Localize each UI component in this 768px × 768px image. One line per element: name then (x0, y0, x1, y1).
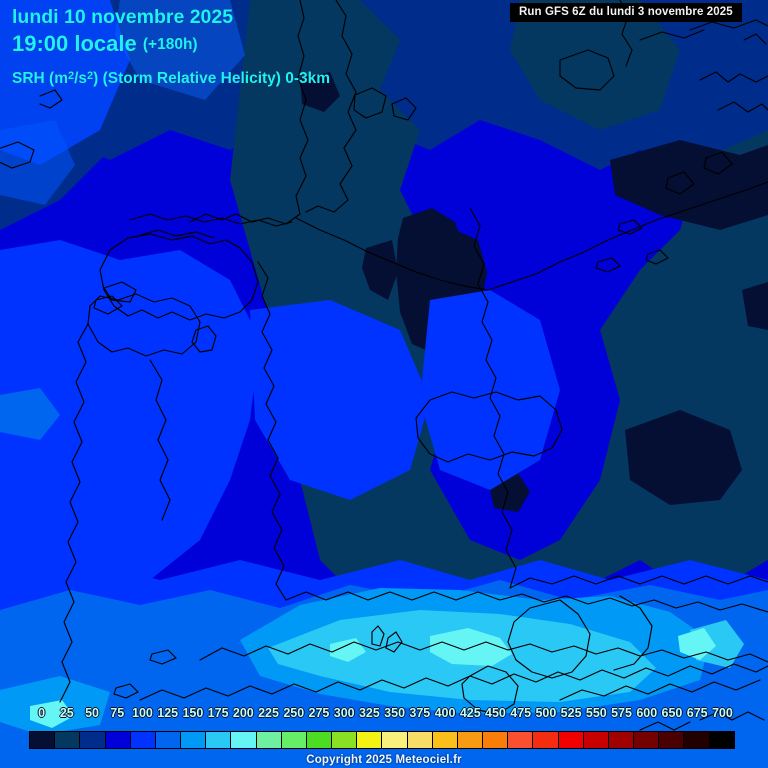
legend-swatch[interactable] (558, 732, 584, 748)
legend-swatch[interactable] (181, 732, 207, 748)
legend-tick-label: 675 (686, 706, 708, 720)
forecast-time-label: 19:00 locale (+180h) (12, 31, 198, 57)
legend-tick-label: 300 (333, 706, 355, 720)
legend-tick-label: 525 (560, 706, 582, 720)
forecast-date-label: lundi 10 novembre 2025 (12, 6, 234, 28)
legend-tick-label: 500 (535, 706, 557, 720)
legend-tick-label: 250 (283, 706, 305, 720)
color-scale-legend: 0 25 50 75 100 125 150 175 200 225 250 275 300 325 350… (0, 706, 768, 768)
legend-tick-label: 275 (308, 706, 330, 720)
parameter-label: SRH (m2/s2) (Storm Relative Helicity) 0-… (12, 70, 330, 88)
legend-tick-label: 125 (157, 706, 179, 720)
copyright-label: Copyright 2025 Meteociel.fr (306, 754, 462, 766)
legend-tick-label: 50 (85, 706, 99, 720)
legend-tick-label: 100 (132, 706, 153, 720)
legend-tick-label: 550 (585, 706, 607, 720)
legend-swatch[interactable] (583, 732, 609, 748)
parameter-middle: /s (74, 70, 88, 87)
legend-swatch[interactable] (407, 732, 433, 748)
forecast-time-value: 19:00 locale (12, 31, 137, 56)
legend-tick-label: 700 (711, 706, 733, 720)
legend-swatch[interactable] (55, 732, 81, 748)
legend-swatch[interactable] (332, 732, 358, 748)
legend-swatch[interactable] (382, 732, 408, 748)
legend-swatch[interactable] (508, 732, 534, 748)
legend-swatch[interactable] (155, 732, 182, 748)
legend-tick-label: 400 (434, 706, 456, 720)
legend-swatch[interactable] (457, 732, 484, 748)
legend-swatch[interactable] (709, 732, 735, 748)
legend-swatch[interactable] (256, 732, 282, 748)
legend-swatch[interactable] (357, 732, 383, 748)
legend-tick-label: 25 (59, 706, 74, 720)
parameter-prefix: SRH (m (12, 70, 68, 87)
legend-tick-label: 450 (485, 706, 506, 720)
legend-tick-label: 650 (661, 706, 683, 720)
legend-swatch[interactable] (684, 732, 710, 748)
legend-tick-label: 375 (409, 706, 431, 720)
legend-swatch[interactable] (30, 732, 56, 748)
legend-swatch[interactable] (231, 732, 257, 748)
legend-tick-label: 600 (636, 706, 658, 720)
parameter-exponent-2: 2 (87, 70, 94, 82)
legend-tick-label: 475 (510, 706, 532, 720)
legend-tick-label: 200 (232, 706, 254, 720)
legend-swatch[interactable] (306, 732, 333, 748)
legend-tick-label: 175 (207, 706, 229, 720)
legend-tick-label: 150 (182, 706, 204, 720)
model-run-label: Run GFS 6Z du lundi 3 novembre 2025 (510, 3, 742, 22)
legend-swatch[interactable] (634, 732, 660, 748)
legend-swatch[interactable] (533, 732, 559, 748)
legend-swatch[interactable] (105, 732, 131, 748)
legend-tick-label: 425 (459, 706, 481, 720)
legend-tick-label: 325 (358, 706, 380, 720)
forecast-hour-label: (+180h) (142, 36, 198, 53)
legend-swatch[interactable] (483, 732, 509, 748)
legend-tick-labels: 0 25 50 75 100 125 150 175 200 225 250 275 300 325 350… (0, 706, 768, 728)
parameter-suffix: ) (Storm Relative Helicity) 0-3km (93, 70, 331, 87)
legend-swatch[interactable] (432, 732, 458, 748)
legend-swatch[interactable] (659, 732, 685, 748)
legend-color-bar[interactable] (29, 731, 735, 749)
legend-swatch[interactable] (130, 732, 156, 748)
legend-tick-label: 350 (384, 706, 406, 720)
legend-tick-label: 225 (258, 706, 279, 720)
legend-swatch[interactable] (608, 732, 635, 748)
legend-swatch[interactable] (206, 732, 232, 748)
legend-tick-label: 0 (38, 706, 46, 720)
legend-tick-label: 575 (611, 706, 632, 720)
parameter-exponent-1: 2 (67, 70, 75, 82)
legend-tick-label: 75 (110, 706, 125, 720)
legend-swatch[interactable] (80, 732, 106, 748)
legend-swatch[interactable] (281, 732, 307, 748)
